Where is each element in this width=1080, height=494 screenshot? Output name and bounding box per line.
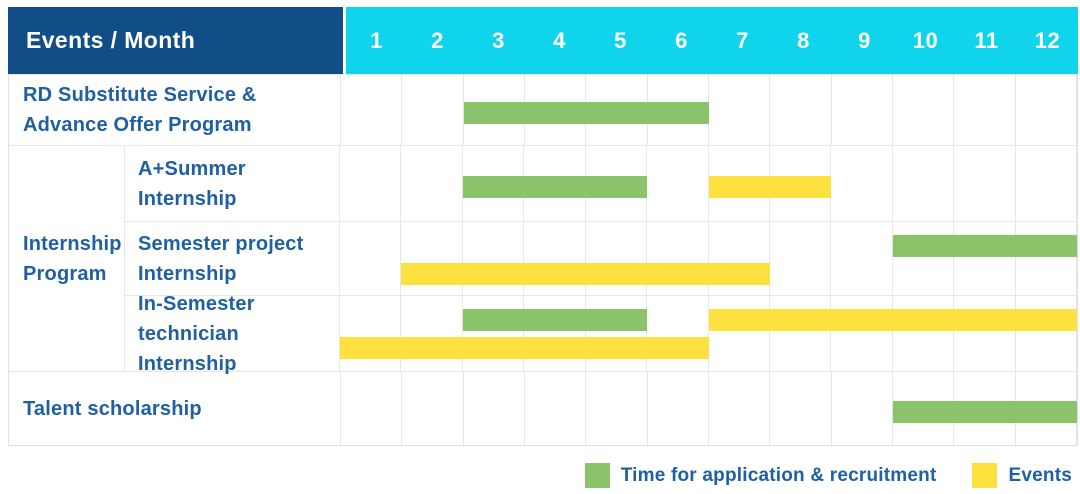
month-header-4: 4 bbox=[553, 27, 566, 53]
row-talent-scholarship: Talent scholarship bbox=[9, 371, 1077, 445]
row-semester-project: Semester project Internship bbox=[125, 221, 1078, 295]
month-gridline-cell bbox=[770, 222, 832, 295]
month-header-1: 1 bbox=[370, 27, 383, 53]
application-swatch-icon bbox=[584, 463, 610, 488]
row-label-in-semester: In-Semester technician Internship bbox=[125, 293, 340, 375]
month-gridline-cell bbox=[586, 372, 648, 445]
gantt-bar-application bbox=[462, 309, 648, 331]
row-rd-substitute: RD Substitute Service & Advance Offer Pr… bbox=[9, 74, 1077, 145]
month-gridline-cell bbox=[464, 372, 525, 445]
month-gridline-cell bbox=[525, 372, 587, 445]
month-gridline-cell bbox=[1016, 75, 1077, 145]
row-label-a-summer: A+Summer Internship bbox=[125, 146, 340, 221]
row-label-rd-substitute: RD Substitute Service & Advance Offer Pr… bbox=[9, 75, 341, 145]
month-header-5: 5 bbox=[614, 27, 627, 53]
gantt-track-a-summer bbox=[340, 146, 1078, 221]
month-gridline-cell bbox=[709, 75, 771, 145]
events-swatch-icon bbox=[972, 463, 998, 488]
month-gridline-cell bbox=[463, 222, 525, 295]
row-label-semester-project: Semester project Internship bbox=[125, 222, 340, 295]
month-gridline-cell bbox=[831, 146, 893, 221]
month-gridline-cell bbox=[586, 296, 648, 371]
schedule-table: Events / Month 1 2 3 4 5 6 7 8 9 10 11 12 RD Substi… bbox=[8, 7, 1078, 446]
month-gridline-cell bbox=[340, 222, 402, 295]
month-gridline-cell bbox=[402, 75, 464, 145]
month-gridline-cell bbox=[1016, 296, 1078, 371]
row-a-summer: A+Summer Internship bbox=[125, 146, 1078, 221]
month-gridline-cell bbox=[832, 75, 893, 145]
month-gridline-cell bbox=[709, 372, 771, 445]
month-header-10: 10 bbox=[912, 27, 939, 53]
legend-item-application: Time for application & recruitment bbox=[584, 463, 937, 488]
month-gridline-cell bbox=[832, 372, 893, 445]
gantt-bar-application bbox=[893, 400, 1077, 423]
month-header-6: 6 bbox=[675, 27, 688, 53]
row-label-talent-scholarship: Talent scholarship bbox=[9, 372, 341, 445]
month-gridline-cell bbox=[1016, 222, 1078, 295]
month-gridline-cell bbox=[341, 75, 403, 145]
legend-label-application: Time for application & recruitment bbox=[620, 464, 937, 486]
legend-item-events: Events bbox=[972, 463, 1072, 488]
month-gridline-cell bbox=[893, 222, 955, 295]
month-gridline-cell bbox=[954, 146, 1016, 221]
month-gridline-cell bbox=[340, 146, 402, 221]
month-gridline-cell bbox=[893, 296, 955, 371]
gantt-bar-application bbox=[463, 102, 709, 124]
month-gridline-cell bbox=[954, 75, 1016, 145]
month-gridline-cell bbox=[893, 75, 955, 145]
month-gridline-cell bbox=[341, 372, 403, 445]
month-header-8: 8 bbox=[797, 27, 810, 53]
gantt-track-semester-project bbox=[340, 222, 1078, 295]
internship-program-group: Internship Program A+Summer Internship S… bbox=[9, 145, 1078, 375]
month-gridline-cell bbox=[401, 146, 463, 221]
month-gridline-cell bbox=[524, 222, 586, 295]
internship-program-subrows: A+Summer Internship Semester project Int… bbox=[125, 146, 1078, 375]
month-gridline-cell bbox=[463, 296, 525, 371]
month-gridline-cell bbox=[647, 296, 709, 371]
month-gridline-cell bbox=[401, 222, 463, 295]
gantt-bar-events bbox=[708, 175, 832, 198]
month-header-12: 12 bbox=[1034, 27, 1061, 53]
gantt-bar-events bbox=[401, 263, 770, 285]
gantt-bar-events bbox=[708, 309, 1077, 331]
legend-label-events: Events bbox=[1008, 464, 1072, 486]
month-header-2: 2 bbox=[431, 27, 444, 53]
month-gridline-cell bbox=[831, 296, 893, 371]
month-gridline-cell bbox=[954, 222, 1016, 295]
month-header-3: 3 bbox=[492, 27, 505, 53]
group-label-internship-program: Internship Program bbox=[9, 146, 125, 371]
row-in-semester: In-Semester technician Internship bbox=[125, 293, 1078, 375]
month-header-9: 9 bbox=[858, 27, 871, 53]
gantt-track-rd-substitute bbox=[341, 75, 1077, 145]
gantt-bar-events bbox=[340, 337, 709, 359]
month-gridline-cell bbox=[893, 146, 955, 221]
month-gridline-cell bbox=[340, 296, 402, 371]
month-header-11: 11 bbox=[974, 27, 999, 53]
month-header-7: 7 bbox=[736, 27, 749, 53]
events-month-header: Events / Month bbox=[8, 7, 343, 74]
month-gridline-cell bbox=[770, 75, 832, 145]
gantt-track-talent-scholarship bbox=[341, 372, 1077, 445]
month-gridline-cell bbox=[1016, 146, 1078, 221]
month-gridline-cell bbox=[402, 372, 464, 445]
gantt-track-in-semester bbox=[340, 296, 1078, 371]
month-gridline-cell bbox=[647, 222, 709, 295]
month-gridline-cell bbox=[954, 296, 1016, 371]
month-gridline-cell bbox=[586, 222, 648, 295]
month-header-strip: 1 2 3 4 5 6 7 8 9 10 11 12 bbox=[343, 7, 1078, 74]
month-gridline-cell bbox=[831, 222, 893, 295]
month-gridline-cell bbox=[709, 296, 770, 371]
month-gridline-cell bbox=[401, 296, 463, 371]
month-gridline-cell bbox=[770, 296, 832, 371]
month-gridline-cell bbox=[524, 296, 586, 371]
gantt-bar-application bbox=[892, 235, 1077, 257]
month-gridline-cell bbox=[770, 372, 832, 445]
table-header-row: Events / Month 1 2 3 4 5 6 7 8 9 10 11 12 bbox=[8, 7, 1078, 74]
gantt-bar-application bbox=[462, 175, 648, 198]
month-gridline-cell bbox=[648, 372, 709, 445]
month-gridline-cell bbox=[647, 146, 709, 221]
month-gridline-cell bbox=[709, 222, 770, 295]
legend: Time for application & recruitment Event… bbox=[584, 463, 1072, 488]
